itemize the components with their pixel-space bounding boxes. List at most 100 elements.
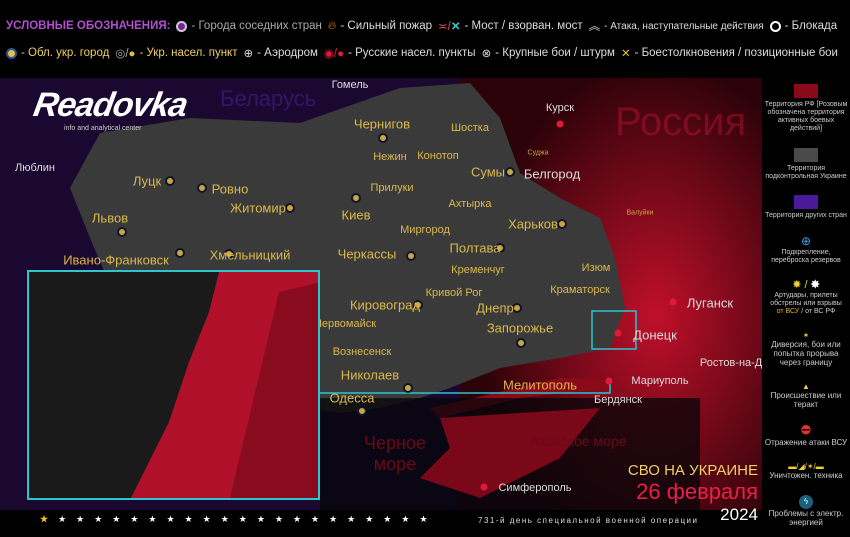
city-marker	[512, 303, 522, 313]
map[interactable]: Россия Беларусь Черное море Азовское мор…	[0, 78, 762, 510]
city-label: Черкассы	[337, 246, 397, 262]
yellow-city-icon	[6, 47, 17, 59]
blockade-ring-icon	[769, 20, 781, 32]
title-block: СВО НА УКРАИНЕ 26 февраля 2024	[600, 462, 758, 525]
city-label: Днепр	[476, 300, 514, 316]
city-label: Львов	[91, 210, 129, 226]
warning-icon: ▲	[802, 382, 810, 392]
city-label: Чернигов	[353, 116, 411, 132]
legend-label: от ВСУ	[776, 308, 800, 316]
star-row: ★★★★★★★★★★★★★★★★★★★★★★	[40, 514, 438, 524]
city-label: Ростов-на-Дону	[699, 357, 762, 369]
city-label: Харьков	[508, 216, 558, 232]
map-legend-sidebar: Территория РФ [Розовым обозначена террит…	[762, 78, 850, 533]
city-marker	[224, 249, 234, 259]
legend-label: Артудары, прилеты обстрелы или взрывы	[770, 292, 842, 308]
country-label-russia: Россия	[615, 100, 747, 144]
map-territories	[0, 78, 762, 510]
sea-label: Черное море	[364, 433, 426, 474]
legend-item: ◎/● - Укр. насел. пункт	[115, 47, 238, 60]
city-label: Гомель	[331, 79, 369, 91]
russian-settlement-icon: ◉/●	[323, 48, 345, 60]
city-label: Валуйки	[626, 209, 654, 217]
city-label: Бердянск	[594, 394, 642, 406]
city-marker	[175, 248, 185, 258]
legend-label: Диверсия, бои или попытка прорыва через …	[771, 339, 841, 368]
inset-map-donetsk[interactable]	[27, 270, 320, 500]
city-marker	[285, 203, 295, 213]
report-title: СВО НА УКРАИНЕ	[627, 462, 758, 479]
readovka-logo: Readovka info and analytical center	[30, 86, 191, 132]
fire-icon: 🔥︎	[327, 19, 337, 32]
city-marker	[378, 133, 388, 143]
city-marker	[505, 167, 515, 177]
explosion-icon: ✸ / ✸	[792, 279, 820, 292]
city-marker	[403, 383, 413, 393]
city-label: Ивано-Франковск	[63, 252, 169, 268]
city-label: Мелитополь	[502, 377, 578, 393]
plus-circle-icon: ⊕	[800, 233, 812, 248]
city-marker	[605, 377, 613, 385]
legend-title: УСЛОВНЫЕ ОБОЗНАЧЕНИЯ:	[6, 20, 171, 32]
legend-item: ⊕ - Аэродром	[243, 47, 318, 60]
legend-item: ◉/● - Русские насел. пункты	[323, 47, 476, 60]
city-label: Суджа	[527, 149, 549, 157]
city-label: Мариуполь	[631, 375, 689, 387]
destroyed-vehicle-icon: ▬/◢/✶/▬	[788, 461, 824, 471]
purple-circle-icon	[176, 20, 188, 32]
report-date: 26 февраля	[636, 479, 758, 504]
legend-item: - Обл. укр. город	[6, 47, 109, 59]
city-label: Запорожье	[486, 320, 554, 336]
city-label: Прилуки	[370, 182, 414, 194]
legend-item: ✕ - Боестолкновения / позиционные бои	[620, 47, 838, 60]
city-marker	[556, 120, 564, 128]
city-label: Луцк	[132, 173, 162, 189]
city-marker	[197, 183, 207, 193]
city-marker	[117, 227, 127, 237]
city-label: Вознесенск	[332, 346, 392, 358]
city-marker	[357, 406, 367, 416]
city-marker	[480, 483, 488, 491]
city-label: Изюм	[581, 262, 611, 274]
city-label: Миргород	[400, 224, 450, 236]
legend-label: Территория других стран	[765, 212, 847, 220]
legend-label: Уничтожен. техника	[769, 470, 843, 480]
legend-label: Проблемы с электр. энергией	[768, 508, 844, 527]
city-marker	[165, 176, 175, 186]
city-label: Ахтырка	[448, 198, 492, 210]
legend-label: Территория подконтрольная Украине	[765, 164, 847, 180]
city-label: Нежин	[373, 151, 407, 163]
city-marker	[614, 329, 622, 337]
inset-territories	[29, 272, 318, 498]
day-counter: 731-й день специальной военной операции	[478, 516, 699, 525]
city-marker	[406, 251, 416, 261]
city-label: Киев	[341, 207, 371, 223]
crimea-area	[420, 408, 600, 498]
legend-item: - Блокада	[769, 20, 837, 32]
legend: УСЛОВНЫЕ ОБОЗНАЧЕНИЯ: - Города соседних …	[0, 0, 850, 70]
city-marker	[413, 300, 423, 310]
city-label: Луганск	[686, 295, 734, 311]
legend-label: Территория РФ [Розовым обозначена террит…	[764, 101, 848, 133]
city-label: Николаев	[340, 367, 400, 383]
russia-swatch	[794, 84, 818, 98]
legend-label: Подкрепление, переброска резервов	[771, 248, 841, 264]
ukr-settlement-icon: ◎/●	[115, 48, 136, 60]
city-label: Кировоград	[349, 297, 421, 313]
sea-label: Азовское море	[530, 433, 627, 449]
city-marker	[516, 338, 526, 348]
city-label: Шостка	[451, 122, 489, 134]
diversion-star-icon: ✶	[802, 330, 810, 340]
lightning-icon: ϟ	[799, 494, 813, 509]
legend-item: - Города соседних стран	[176, 20, 322, 32]
city-marker	[669, 298, 677, 306]
city-label: Курск	[545, 102, 575, 114]
city-label: Хмельницкий	[209, 247, 291, 263]
city-label: Симферополь	[498, 482, 572, 494]
legend-item: ≍/✕ - Мост / взорван. мост	[438, 20, 583, 33]
other-countries-swatch	[794, 195, 818, 210]
legend-label: / от ВС РФ	[801, 308, 836, 316]
ukraine-swatch	[794, 147, 818, 162]
legend-label: Происшествие или теракт	[770, 391, 842, 410]
legend-label: Отражение атаки ВСУ	[764, 437, 848, 447]
